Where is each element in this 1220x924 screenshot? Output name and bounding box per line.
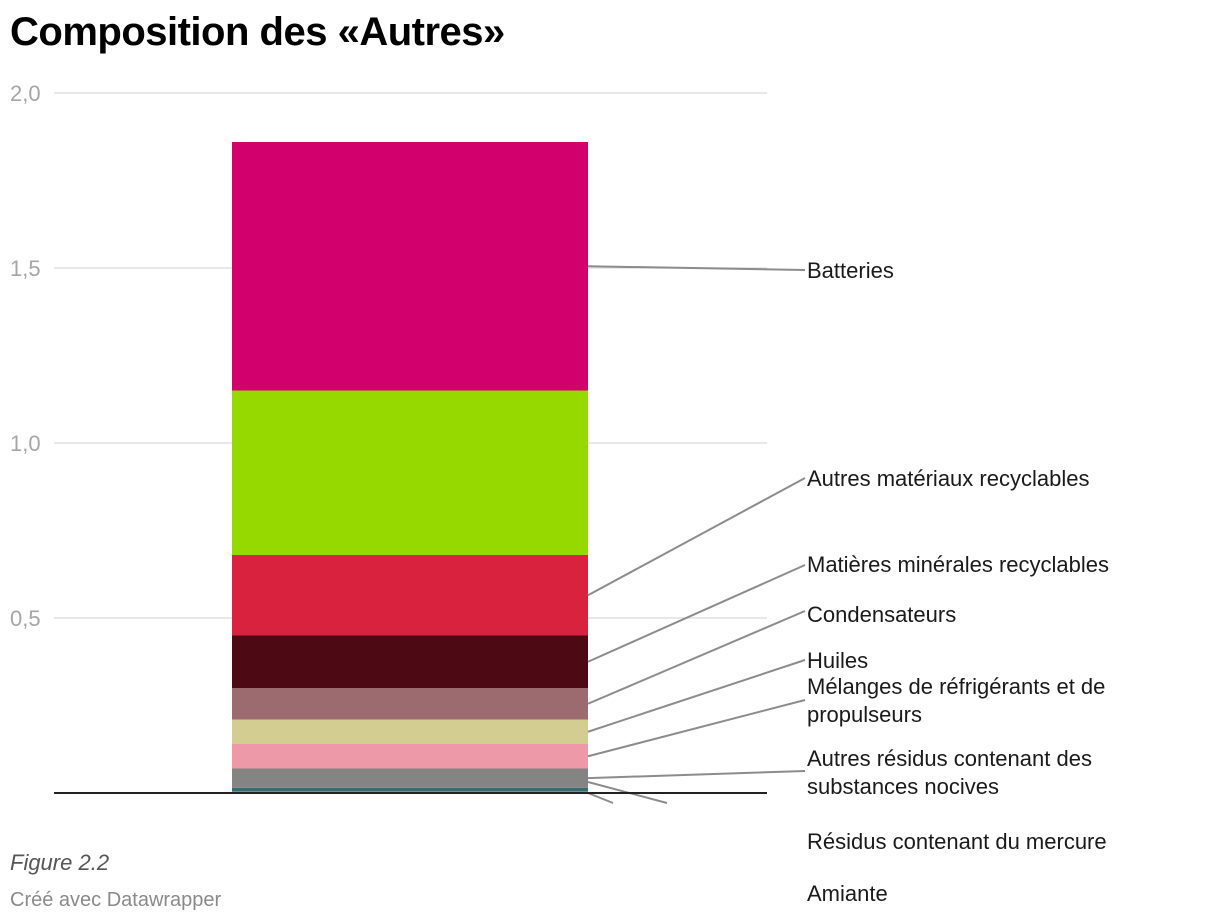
bar-segment: [232, 744, 588, 769]
credit-line: Créé avec Datawrapper: [10, 889, 222, 911]
bar-segment: [232, 688, 588, 720]
series-label: Résidus contenant du mercure: [807, 829, 1107, 854]
series-label-line: propulseurs: [807, 702, 922, 727]
series-label-line: substances nocives: [807, 774, 999, 799]
series-label-line: Autres résidus contenant des: [807, 746, 1092, 771]
stacked-bar: [232, 142, 588, 793]
leader-line: [587, 699, 806, 758]
bar-segment: [232, 635, 588, 688]
y-tick-label: 2,0: [10, 81, 41, 106]
leader-line: [587, 659, 806, 733]
series-label: Matières minérales recyclables: [807, 552, 1109, 577]
series-label: Batteries: [807, 258, 894, 283]
bar-segment: [232, 787, 588, 792]
leader-line: [587, 564, 806, 663]
leader-line: [587, 265, 806, 271]
y-tick-label: 1,0: [10, 431, 41, 456]
series-label: Amiante: [807, 881, 888, 906]
y-tick-label: 0,5: [10, 606, 41, 631]
series-label: Autres résidus contenant des substances n…: [807, 746, 1092, 799]
y-tick-label: 1,5: [10, 256, 41, 281]
series-labels: Amiante Résidus contenant du mercure Autre…: [807, 258, 1109, 906]
series-label-line: Mélanges de réfrigérants et de: [807, 674, 1105, 699]
chart-title: Composition des «Autres»: [10, 10, 505, 54]
y-axis-ticks: 0,5 1,0 1,5 2,0: [10, 81, 41, 631]
bar-segment: [232, 390, 588, 555]
series-label: Mélanges de réfrigérants et de propulseur…: [807, 674, 1105, 727]
leader-line: [587, 610, 806, 705]
figure-number: Figure 2.2: [10, 850, 110, 875]
series-label: Condensateurs: [807, 602, 956, 627]
bar-segment: [232, 719, 588, 744]
bar-segment: [232, 555, 588, 636]
bar-segment: [232, 142, 588, 391]
label-leader-lines: [587, 265, 806, 804]
leader-line: [587, 770, 806, 780]
series-label: Huiles: [807, 648, 868, 673]
leader-line: [587, 477, 806, 597]
bar-segment: [232, 768, 588, 788]
leader-line: [587, 792, 614, 804]
series-label: Autres matériaux recyclables: [807, 466, 1089, 491]
